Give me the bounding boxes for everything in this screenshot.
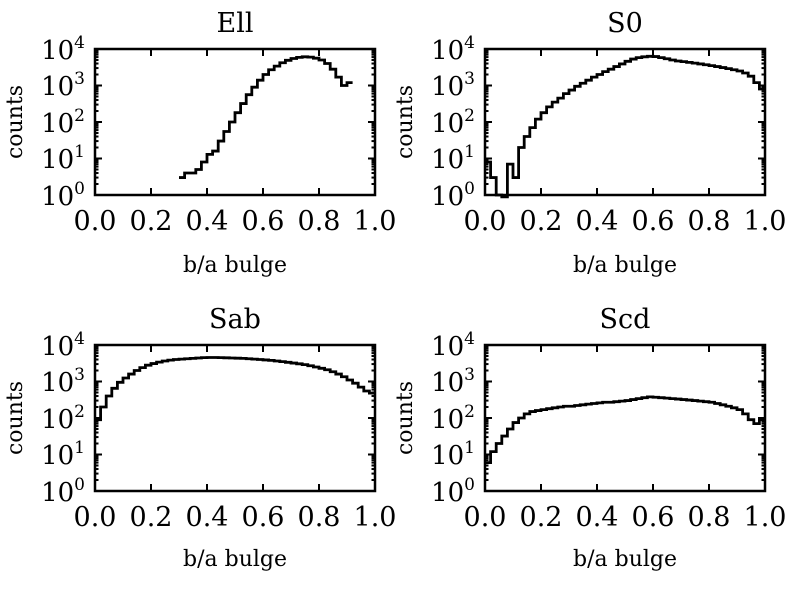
plot-frame — [93, 343, 377, 493]
x-tick-label: 0.6 — [242, 206, 285, 237]
plot-frame — [483, 47, 767, 197]
y-tick-labels: 100 101 102 103 104 — [41, 329, 85, 508]
panel-title: Scd — [600, 304, 651, 335]
y-tick-label: 103 — [431, 69, 475, 102]
tick-marks — [484, 344, 766, 492]
x-tick-label: 0.0 — [74, 502, 117, 533]
y-tick-label: 103 — [41, 69, 85, 102]
plot-frame — [483, 343, 767, 493]
y-tick-label: 101 — [431, 438, 475, 471]
x-tick-label: 1.0 — [744, 502, 787, 533]
x-tick-label: 0.4 — [186, 502, 229, 533]
x-tick-label: 0.4 — [576, 206, 619, 237]
x-tick-label: 0.0 — [74, 206, 117, 237]
x-tick-label: 1.0 — [744, 206, 787, 237]
x-axis-label: b/a bulge — [573, 253, 677, 278]
x-tick-labels: 0.0 0.2 0.4 0.6 0.8 1.0 — [74, 206, 397, 237]
x-axis-label: b/a bulge — [183, 547, 287, 572]
y-tick-label: 100 — [41, 179, 85, 212]
y-tick-label: 100 — [41, 475, 85, 508]
x-tick-label: 0.8 — [688, 502, 731, 533]
y-tick-label: 101 — [41, 142, 85, 175]
panel-title: S0 — [607, 8, 643, 39]
panel-ell: Ell counts b/a bulge 0.0 0.2 0.4 0.6 0.8… — [3, 8, 396, 278]
y-tick-label: 100 — [431, 475, 475, 508]
x-tick-label: 0.4 — [186, 206, 229, 237]
y-tick-label: 100 — [431, 179, 475, 212]
y-axis-label: counts — [3, 85, 28, 159]
histogram-steps — [179, 55, 353, 179]
x-tick-label: 0.2 — [130, 502, 173, 533]
panel-title: Ell — [217, 8, 254, 39]
y-tick-label: 104 — [41, 329, 85, 362]
x-axis-label: b/a bulge — [573, 547, 677, 572]
histogram-steps — [485, 54, 765, 199]
x-tick-labels: 0.0 0.2 0.4 0.6 0.8 1.0 — [464, 502, 787, 533]
x-tick-label: 0.8 — [688, 206, 731, 237]
x-tick-label: 0.6 — [632, 206, 675, 237]
histogram-steps — [485, 395, 765, 464]
x-tick-labels: 0.0 0.2 0.4 0.6 0.8 1.0 — [464, 206, 787, 237]
y-tick-label: 102 — [431, 106, 475, 139]
x-tick-labels: 0.0 0.2 0.4 0.6 0.8 1.0 — [74, 502, 397, 533]
y-tick-label: 104 — [41, 33, 85, 66]
y-tick-label: 102 — [41, 402, 85, 435]
y-tick-label: 104 — [431, 329, 475, 362]
x-tick-label: 0.2 — [130, 206, 173, 237]
tick-marks — [484, 48, 766, 196]
y-tick-labels: 100 101 102 103 104 — [431, 33, 475, 212]
x-tick-label: 0.6 — [242, 502, 285, 533]
y-tick-label: 101 — [431, 142, 475, 175]
plot-frame — [93, 47, 377, 197]
y-tick-label: 102 — [41, 106, 85, 139]
panel-title: Sab — [209, 304, 261, 335]
x-tick-label: 0.2 — [520, 502, 563, 533]
y-axis-label: counts — [393, 85, 418, 159]
y-tick-labels: 100 101 102 103 104 — [431, 329, 475, 508]
y-axis-label: counts — [3, 381, 28, 455]
x-tick-label: 0.6 — [632, 502, 675, 533]
y-tick-label: 103 — [41, 365, 85, 398]
y-axis-label: counts — [393, 381, 418, 455]
tick-marks — [94, 344, 376, 492]
x-tick-label: 0.2 — [520, 206, 563, 237]
y-tick-label: 103 — [431, 365, 475, 398]
histogram-steps — [95, 356, 375, 422]
x-tick-label: 0.4 — [576, 502, 619, 533]
y-tick-label: 104 — [431, 33, 475, 66]
y-tick-labels: 100 101 102 103 104 — [41, 33, 85, 212]
x-tick-label: 1.0 — [354, 206, 397, 237]
x-tick-label: 0.8 — [298, 206, 341, 237]
x-tick-label: 0.8 — [298, 502, 341, 533]
panel-scd: Scd counts b/a bulge 0.0 0.2 0.4 0.6 0.8… — [393, 304, 786, 572]
panel-sab: Sab counts b/a bulge 0.0 0.2 0.4 0.6 0.8… — [3, 304, 396, 572]
y-tick-label: 101 — [41, 438, 85, 471]
x-tick-label: 0.0 — [464, 502, 507, 533]
panel-s0: S0 counts b/a bulge 0.0 0.2 0.4 0.6 0.8 … — [393, 8, 786, 278]
y-tick-label: 102 — [431, 402, 475, 435]
x-axis-label: b/a bulge — [183, 253, 287, 278]
x-tick-label: 1.0 — [354, 502, 397, 533]
x-tick-label: 0.0 — [464, 206, 507, 237]
